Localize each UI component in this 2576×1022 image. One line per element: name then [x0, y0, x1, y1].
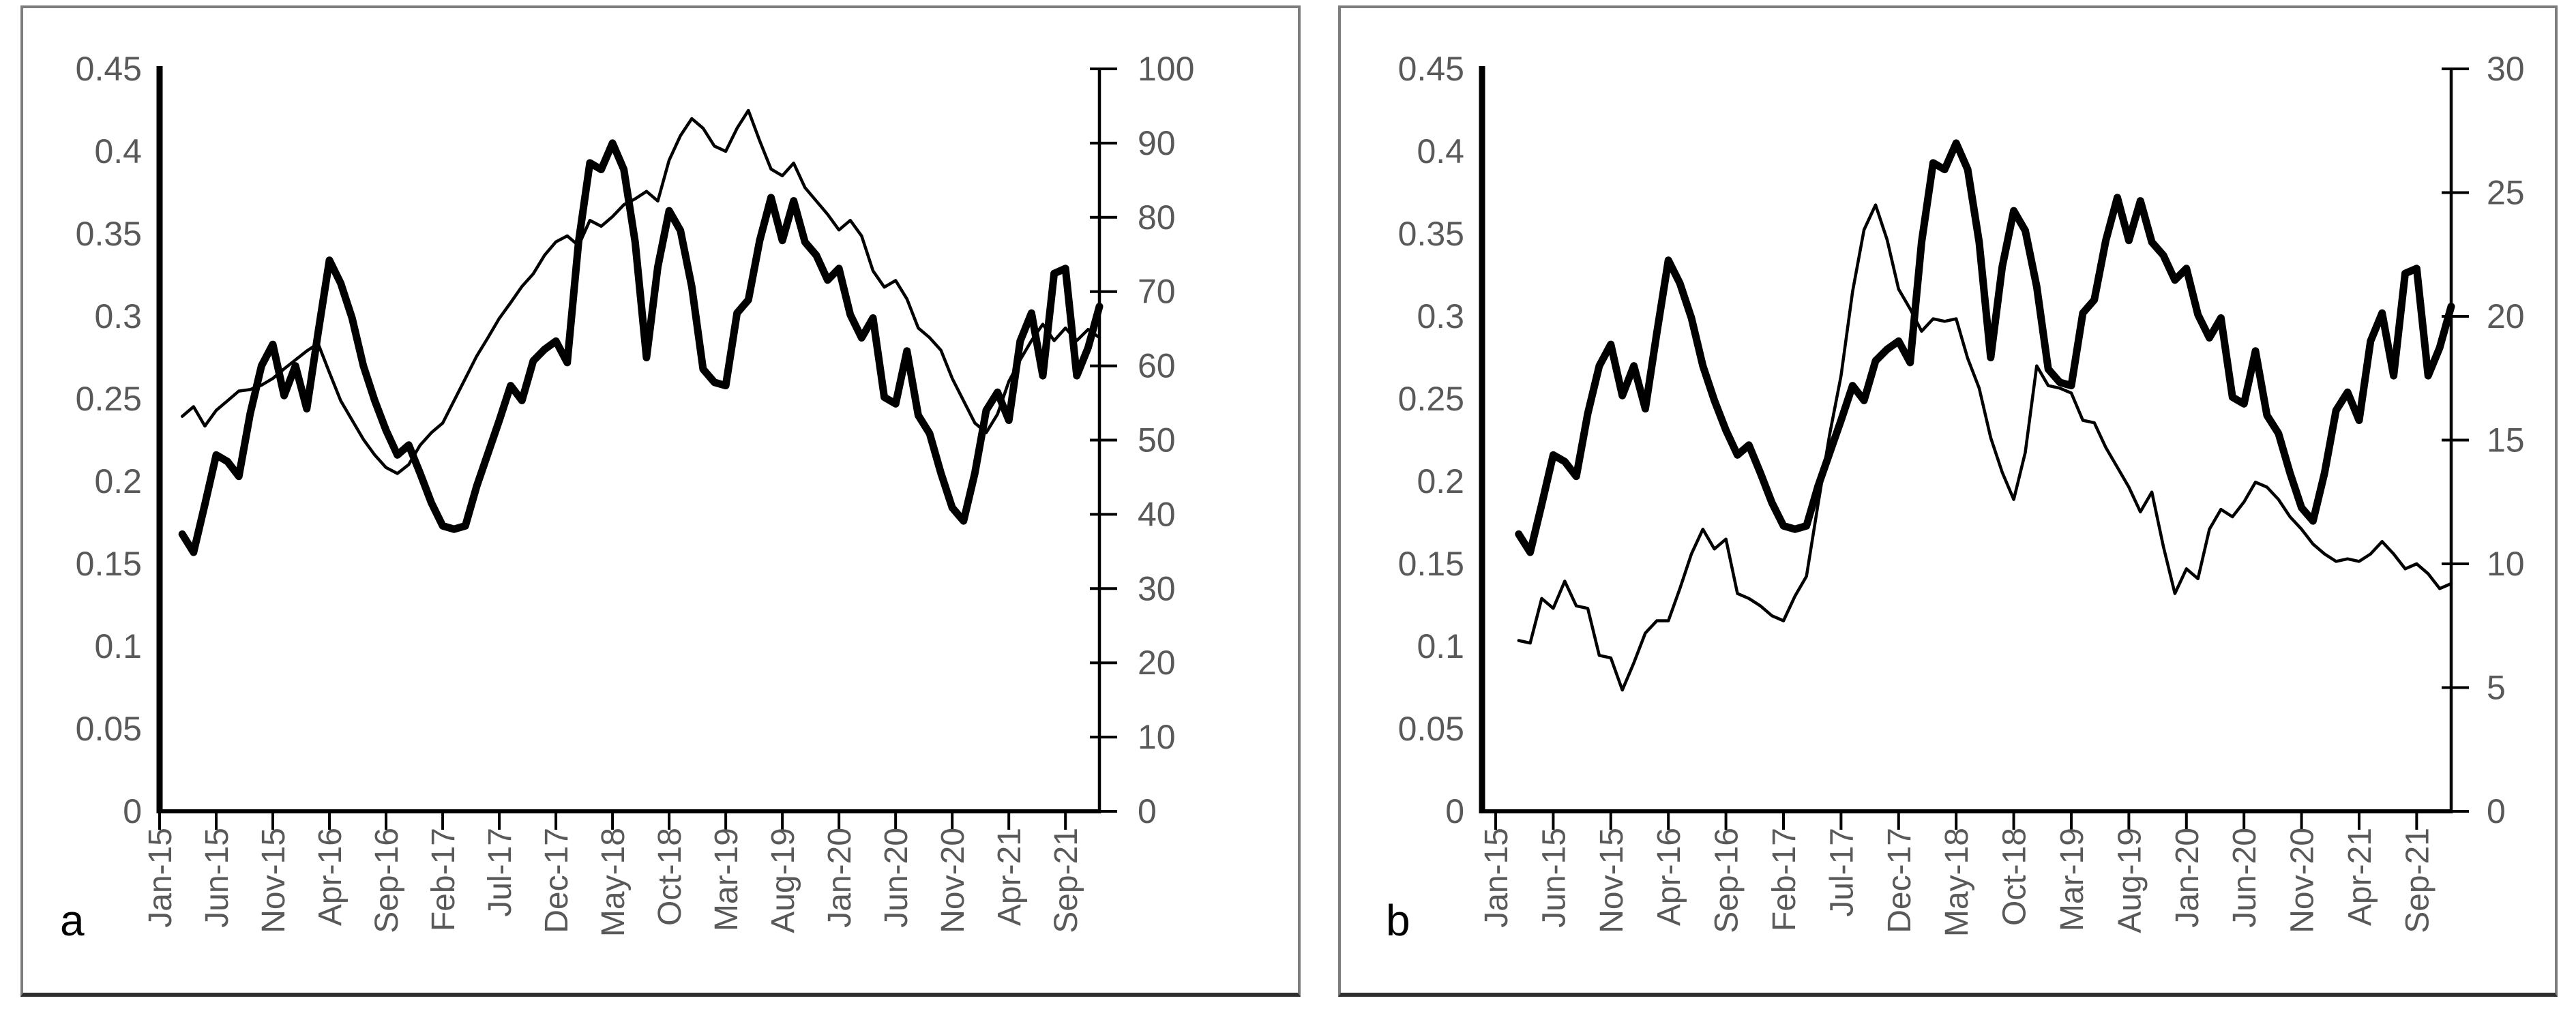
right-axis-tick-label: 20: [2487, 297, 2525, 335]
chart-a: 0 0.05 0.1 0.15 0.2 0.25 0.3 0.35 0.4 0.45 0 10 20 30…: [76, 50, 1195, 937]
left-axis-tick-label: 0.35: [76, 215, 142, 253]
left-axis-tick-label: 0.3: [1417, 297, 1464, 335]
x-axis-tick-label: Apr-21: [992, 828, 1028, 926]
x-axis-tick-label: Jan-20: [2170, 828, 2206, 928]
x-axis-tick-label: Oct-18: [652, 828, 688, 926]
right-axis-tick-label: 0: [1138, 792, 1157, 830]
x-axis-tick-label: Feb-17: [426, 828, 462, 931]
chart-panel-a: [20, 5, 1301, 997]
left-axis-tick-label: 0.2: [94, 462, 142, 500]
left-axis-tick-label: 0.1: [94, 627, 142, 665]
x-axis-tick-label: Mar-19: [2054, 828, 2090, 931]
x-axis-tick-label: Nov-15: [256, 828, 292, 933]
right-axis-tick-label: 15: [2487, 421, 2525, 460]
x-axis-tick-label: Jul-17: [1824, 828, 1860, 917]
x-axis-tick-label: Jun-20: [878, 828, 915, 928]
right-axis-tick-label: 10: [1138, 718, 1176, 756]
x-axis-tick-label: Aug-19: [2112, 828, 2148, 933]
series-thin-line-right-axis: [1517, 203, 2453, 692]
left-axis-tick-label: 0: [123, 792, 142, 830]
series-thick-line-left-axis: [1515, 139, 2455, 556]
right-axis-tick-label: 90: [1138, 124, 1176, 162]
x-axis-tick-label: Sep-21: [1048, 828, 1084, 933]
x-axis-tick-label: Jul-17: [482, 828, 518, 917]
right-axis-tick-label: 25: [2487, 174, 2525, 212]
x-axis-tick-label: May-18: [595, 828, 632, 937]
x-axis-tick-label: Apr-16: [312, 828, 349, 926]
left-axis-tick-label: 0.25: [1398, 380, 1464, 418]
panel-label-b: b: [1386, 896, 1410, 945]
right-axis-tick-label: 50: [1138, 421, 1176, 460]
x-axis-tick-label: May-18: [1939, 828, 1975, 937]
left-axis-tick-label: 0.35: [1398, 215, 1464, 253]
left-axis-tick-label: 0.05: [1398, 710, 1464, 748]
right-axis-tick-label: 60: [1138, 347, 1176, 385]
x-axis-tick-label: Nov-15: [1594, 828, 1630, 933]
x-axis-tick-label: Nov-20: [935, 828, 971, 933]
x-axis-tick-label: Apr-16: [1651, 828, 1687, 926]
right-axis-tick-label: 30: [1138, 569, 1176, 607]
left-axis-tick-label: 0.45: [1398, 50, 1464, 88]
right-axis-tick-label: 70: [1138, 273, 1176, 311]
x-axis-tick-label: Sep-21: [2399, 828, 2436, 933]
x-axis-tick-label: Feb-17: [1766, 828, 1803, 931]
right-axis-tick-label: 100: [1138, 50, 1194, 88]
left-axis-tick-label: 0.45: [76, 50, 142, 88]
right-axis-tick-label: 20: [1138, 644, 1176, 682]
chart-b: 0 0.05 0.1 0.15 0.2 0.25 0.3 0.35 0.4 0.45 0 5 10 15 2…: [1398, 50, 2525, 937]
left-axis-tick-label: 0.05: [76, 710, 142, 748]
x-axis-tick-label: Jan-20: [822, 828, 858, 928]
right-axis-tick-label: 10: [2487, 545, 2525, 583]
right-axis-tick-label: 0: [2487, 792, 2506, 830]
x-axis-tick-label: Aug-19: [765, 828, 801, 933]
x-axis-tick-label: Jun-15: [199, 828, 235, 928]
x-axis-tick-label: Sep-16: [1709, 828, 1745, 933]
x-axis-tick-label: Dec-17: [539, 828, 575, 933]
panel-label-a: a: [60, 896, 85, 945]
right-axis-tick-label: 80: [1138, 198, 1176, 237]
right-axis-tick-label: 40: [1138, 495, 1176, 533]
left-axis-tick-label: 0.1: [1417, 627, 1464, 665]
series-thin-line-right-axis: [180, 108, 1101, 475]
left-axis-tick-label: 0.4: [94, 132, 142, 170]
right-axis-tick-label: 5: [2487, 669, 2506, 707]
left-axis-tick-label: 0.15: [1398, 545, 1464, 583]
left-axis-tick-label: 0.15: [76, 545, 142, 583]
x-axis-tick-label: Sep-16: [369, 828, 405, 933]
x-axis-tick-label: Nov-20: [2285, 828, 2321, 933]
left-axis-tick-label: 0.2: [1417, 462, 1464, 500]
x-axis-tick-label: Jun-20: [2227, 828, 2263, 928]
x-axis-tick-label: Jan-15: [143, 828, 179, 928]
left-axis-tick-label: 0.25: [76, 380, 142, 418]
left-axis-tick-label: 0: [1445, 792, 1464, 830]
x-axis-tick-label: Dec-17: [1882, 828, 1918, 933]
right-axis-tick-label: 30: [2487, 50, 2525, 88]
left-axis-tick-label: 0.3: [94, 297, 142, 335]
x-axis-tick-label: Oct-18: [1997, 828, 2033, 926]
left-axis-tick-label: 0.4: [1417, 132, 1464, 170]
x-axis-tick-label: Jan-15: [1479, 828, 1515, 928]
x-axis-tick-label: Mar-19: [709, 828, 745, 931]
x-axis-tick-label: Apr-21: [2342, 828, 2378, 926]
x-axis-tick-label: Jun-15: [1536, 828, 1572, 928]
series-thick-line-left-axis: [178, 139, 1104, 556]
